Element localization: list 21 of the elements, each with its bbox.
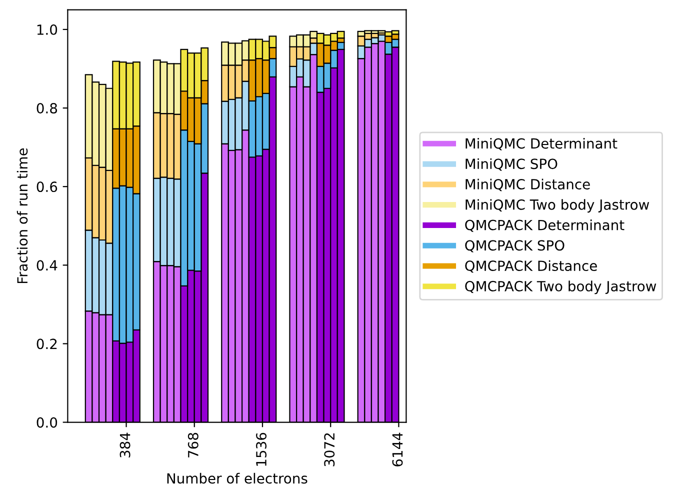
x-tick-label: 3072 <box>324 433 335 466</box>
x-tick-label: 768 <box>188 432 198 458</box>
legend-label: MiniQMC SPO <box>466 158 558 171</box>
y-axis-title: Fraction of run time <box>16 148 28 284</box>
legend-label: MiniQMC Two body Jastrow <box>466 199 650 213</box>
legend-label: QMCPACK Determinant <box>465 220 624 232</box>
y-tick-label: 0.2 <box>36 338 57 350</box>
legend-label: MiniQMC Distance <box>466 178 590 192</box>
y-tick-label: 0.0 <box>36 417 58 428</box>
legend-label: QMCPACK SPO <box>465 240 564 252</box>
x-axis-title: Number of electrons <box>167 472 308 484</box>
x-tick-label: 1536 <box>256 432 267 466</box>
legend-label: MiniQMC Determinant <box>466 138 618 150</box>
y-tick-label: 0.8 <box>36 102 58 114</box>
legend-label: QMCPACK Distance <box>465 260 597 273</box>
y-tick-label: 1.0 <box>37 24 58 35</box>
y-tick-label: 0.4 <box>36 260 58 271</box>
y-tick-label: 0.6 <box>36 182 58 192</box>
x-tick-label: 6144 <box>392 432 403 466</box>
legend-label: QMCPACK Two body Jastrow <box>465 280 656 294</box>
x-tick-label: 384 <box>120 432 130 458</box>
